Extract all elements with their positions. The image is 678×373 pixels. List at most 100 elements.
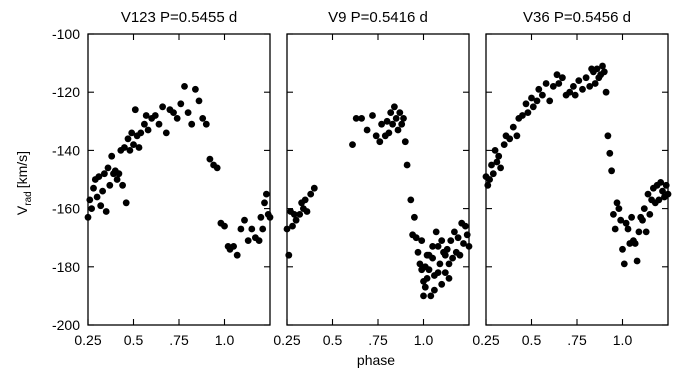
data-point — [451, 228, 458, 236]
data-point — [586, 83, 594, 90]
data-point — [615, 205, 623, 213]
data-point — [121, 144, 128, 151]
data-point — [131, 106, 139, 114]
data-point — [372, 132, 380, 140]
data-point — [398, 120, 406, 128]
data-point — [610, 211, 617, 218]
data-point — [606, 149, 614, 157]
data-point — [387, 109, 395, 116]
data-point — [497, 164, 504, 172]
data-point — [119, 181, 126, 189]
data-point — [420, 292, 427, 300]
data-point — [290, 211, 298, 218]
data-point — [289, 222, 296, 230]
data-point — [213, 164, 221, 172]
data-point — [84, 213, 92, 221]
data-point — [400, 115, 407, 122]
data-point — [369, 112, 376, 119]
panel-2: V9 P=0.5416 d 0.25 0.5 .75 1.0 — [273, 9, 473, 348]
data-point — [489, 170, 497, 178]
panel-title: V123 P=0.5455 d — [121, 9, 237, 26]
data-point — [283, 225, 291, 233]
data-point — [162, 129, 170, 137]
data-point — [506, 135, 514, 143]
data-point — [184, 109, 192, 116]
panel-frame — [485, 33, 669, 326]
data-point — [655, 196, 663, 204]
data-point — [170, 109, 177, 116]
data-point — [431, 286, 438, 294]
data-point — [542, 80, 550, 87]
data-point — [412, 234, 420, 242]
panel-1: V123 P=0.5455 d 0.25 0.5 .75 1.0 — [74, 9, 274, 348]
data-point — [90, 184, 97, 192]
data-point — [159, 103, 167, 111]
data-point — [529, 103, 537, 111]
data-point — [445, 260, 453, 268]
data-point — [493, 158, 501, 166]
data-point — [88, 205, 95, 213]
data-point — [141, 120, 148, 128]
data-point — [600, 68, 608, 76]
data-point — [631, 240, 639, 247]
data-point — [241, 216, 248, 224]
data-point — [657, 179, 665, 186]
y-tick-label: -200 — [52, 317, 80, 333]
x-tick-label: 0.5 — [323, 332, 343, 348]
data-point — [97, 202, 105, 210]
data-point — [488, 161, 495, 169]
data-point — [296, 211, 304, 218]
data-point — [202, 120, 210, 128]
y-tick-label: -180 — [52, 259, 80, 275]
data-point — [104, 164, 112, 172]
x-tick-label: 0.25 — [472, 332, 499, 348]
data-point — [122, 199, 130, 207]
data-point — [659, 187, 666, 195]
data-point — [349, 141, 356, 149]
panel-title: V36 P=0.5456 d — [523, 9, 631, 26]
data-point — [414, 248, 422, 256]
data-point — [624, 225, 632, 233]
data-point — [486, 176, 493, 183]
data-point — [263, 190, 270, 198]
data-point — [495, 152, 503, 160]
y-axis-label: Vrad [km/s] — [14, 151, 34, 215]
y-tick-label: -140 — [52, 142, 80, 158]
data-point — [441, 251, 449, 259]
data-point — [429, 243, 436, 250]
data-point — [95, 173, 103, 181]
data-point — [646, 211, 654, 218]
x-tick-label: 0.25 — [273, 332, 300, 348]
data-point — [582, 74, 590, 82]
data-point — [620, 260, 628, 268]
data-point — [528, 94, 535, 102]
data-point — [303, 208, 311, 215]
data-point — [403, 161, 411, 169]
data-point — [135, 144, 143, 151]
data-point — [438, 237, 446, 245]
data-point — [571, 91, 579, 99]
data-point — [416, 260, 424, 268]
x-tick-label: 0.5 — [124, 332, 144, 348]
data-point — [421, 263, 429, 271]
data-point — [195, 97, 203, 105]
data-point — [438, 280, 446, 288]
data-point — [619, 245, 626, 253]
data-point — [509, 123, 517, 131]
data-point — [259, 225, 267, 233]
data-point — [575, 77, 583, 84]
data-point — [639, 216, 646, 224]
data-point — [206, 155, 214, 163]
x-tick-label: 0.5 — [522, 332, 542, 348]
data-point — [307, 190, 315, 198]
data-point — [188, 120, 196, 128]
data-point — [427, 292, 435, 300]
data-point — [301, 196, 309, 204]
data-point — [611, 225, 619, 233]
data-point — [385, 129, 393, 137]
data-point — [484, 181, 492, 189]
data-point — [418, 237, 426, 245]
data-point — [635, 228, 643, 236]
data-point — [394, 126, 402, 134]
data-point — [559, 74, 566, 82]
